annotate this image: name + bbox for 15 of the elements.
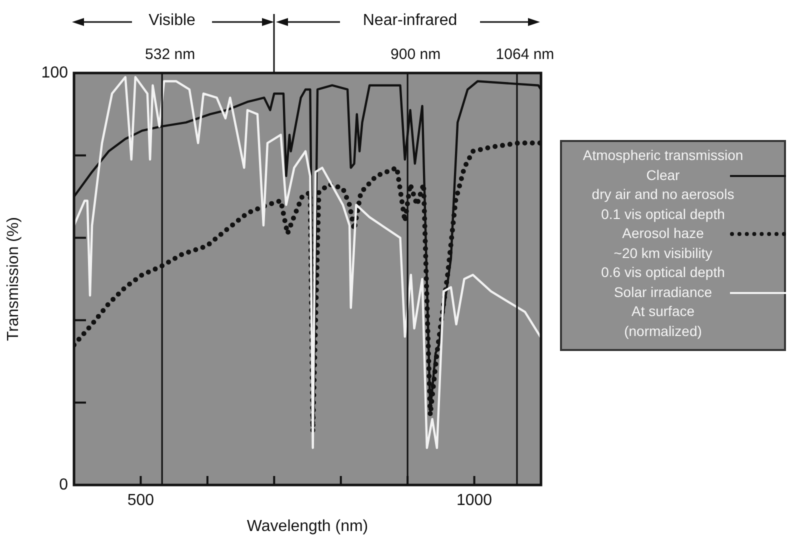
x-axis-title: Wavelength (nm) bbox=[246, 518, 368, 535]
legend-label: Aerosol haze ~20 km visibility 0.6 vis optical depth bbox=[600, 224, 726, 282]
y-axis-title: Transmission (%) bbox=[5, 217, 22, 341]
text: Near-infrared bbox=[340, 12, 480, 30]
ref-line-label: 900 nm bbox=[390, 46, 441, 63]
legend-label: Solar irradiance At surface (normalized) bbox=[612, 282, 714, 341]
legend-label: Clear dry air and no aerosols 0.1 vis optical depth bbox=[590, 166, 736, 224]
text: Visible bbox=[132, 12, 212, 30]
x-tick-label: 500 bbox=[127, 492, 154, 510]
ref-line-label: 532 nm bbox=[145, 46, 196, 63]
legend-title: Atmospheric transmission bbox=[582, 146, 744, 165]
ref-line-label: 1064 nm bbox=[496, 46, 554, 63]
x-tick-label: 1000 bbox=[456, 492, 492, 510]
y-tick-label: 0 bbox=[59, 476, 68, 494]
y-tick-label: 100 bbox=[41, 64, 68, 82]
